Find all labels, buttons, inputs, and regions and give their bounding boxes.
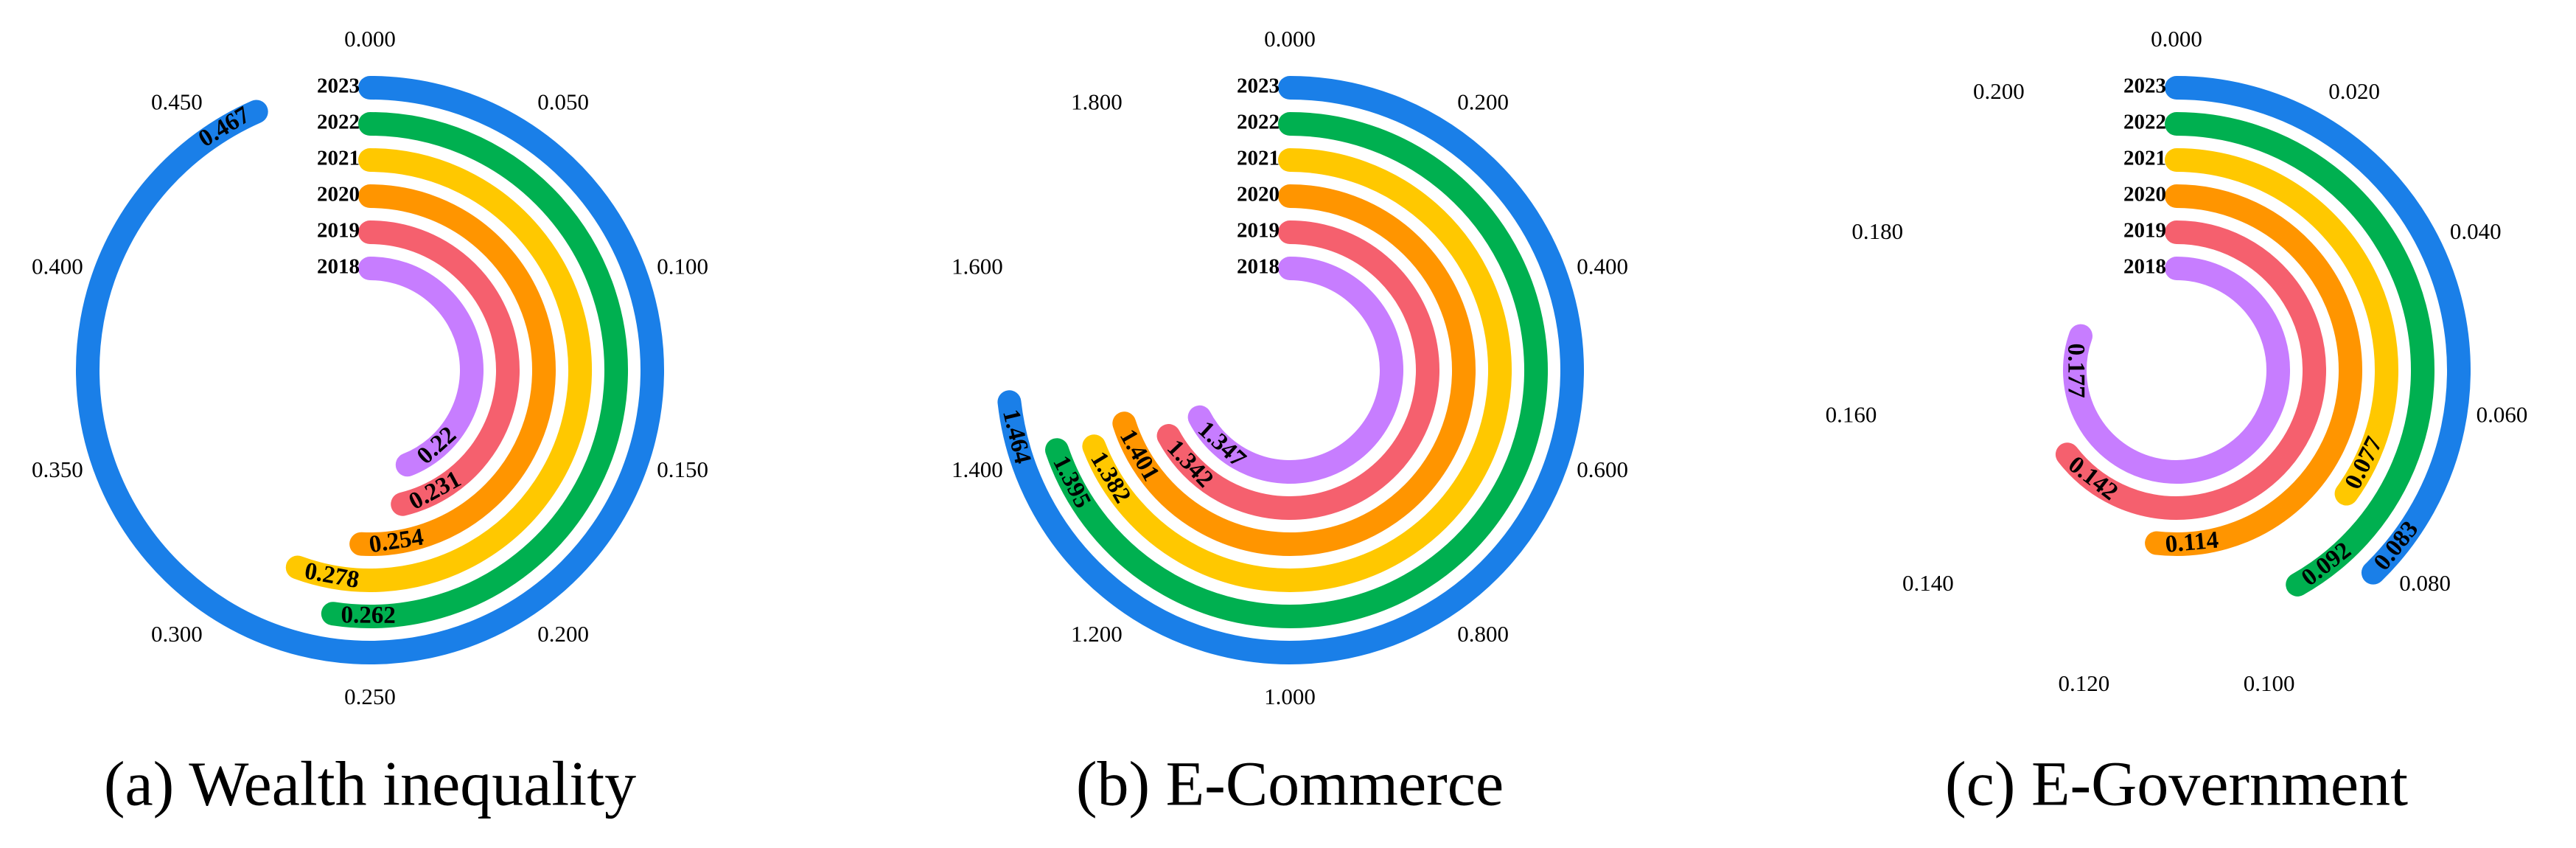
- angle-tick-label: 0.050: [537, 88, 589, 114]
- angle-tick-label: 0.000: [1264, 26, 1316, 52]
- angle-tick-label: 0.450: [151, 88, 203, 114]
- angle-tick-label: 0.100: [657, 253, 708, 279]
- angle-tick-label: 0.060: [2476, 402, 2528, 428]
- angle-tick-label: 0.140: [1902, 570, 1954, 596]
- year-label: 2021: [317, 147, 360, 170]
- year-label: 2018: [317, 255, 360, 279]
- value-label: 0.114: [2164, 526, 2219, 557]
- chart-caption: (a) Wealth inequality: [104, 748, 636, 819]
- year-label: 2021: [1237, 147, 1280, 170]
- angle-tick-label: 0.120: [2058, 670, 2109, 696]
- radial-bar: [2145, 184, 2362, 556]
- value-label: 0.278: [302, 557, 361, 594]
- radial-bar: [1156, 220, 1439, 520]
- year-label: 2020: [2123, 183, 2166, 206]
- angle-tick-label: 0.000: [2151, 26, 2202, 52]
- year-label: 2022: [1237, 111, 1280, 134]
- angle-tick-label: 0.180: [1851, 218, 1903, 244]
- angle-tick-label: 1.400: [952, 456, 1003, 482]
- radial-bar: [358, 257, 484, 477]
- radial-bar: [997, 76, 1584, 664]
- angle-tick-label: 0.200: [1457, 88, 1509, 114]
- value-label: 0.177: [2062, 343, 2089, 397]
- angle-tick-label: 0.080: [2399, 570, 2451, 596]
- angle-tick-label: 0.800: [1457, 621, 1509, 647]
- angle-tick-label: 0.300: [151, 621, 203, 647]
- angle-tick-label: 0.020: [2328, 78, 2380, 104]
- radial-bar: [2165, 76, 2471, 585]
- chart-caption: (b) E-Commerce: [1076, 748, 1504, 819]
- radial-bar: [358, 220, 520, 516]
- year-label: 2018: [1237, 255, 1280, 279]
- year-label: 2023: [317, 74, 360, 98]
- radial-bar: [1187, 257, 1403, 484]
- radial-bar: [2165, 148, 2398, 506]
- angle-tick-label: 1.800: [1071, 88, 1123, 114]
- value-label: 0.262: [341, 602, 396, 629]
- angle-tick-label: 0.200: [1973, 78, 2025, 104]
- radial-bar: [76, 76, 664, 664]
- angle-tick-label: 0.000: [344, 26, 396, 52]
- radial-bar: [2165, 112, 2434, 597]
- chart-caption: (c) E-Government: [1945, 748, 2408, 819]
- value-label: 0.467: [194, 102, 254, 153]
- radial-bar: [349, 184, 556, 556]
- radial-bar: [2055, 220, 2326, 520]
- year-label: 2023: [2123, 74, 2166, 98]
- year-label: 2020: [1237, 183, 1280, 206]
- angle-tick-label: 0.160: [1826, 402, 1877, 428]
- angle-tick-label: 1.600: [952, 253, 1003, 279]
- year-label: 2022: [317, 111, 360, 134]
- angle-tick-label: 1.000: [1264, 684, 1316, 709]
- angle-tick-label: 0.400: [1577, 253, 1628, 279]
- angle-tick-label: 0.600: [1577, 456, 1628, 482]
- angle-tick-label: 0.100: [2244, 670, 2295, 696]
- year-label: 2020: [317, 183, 360, 206]
- value-label: 1.464: [997, 407, 1036, 467]
- radial-bar: [321, 112, 628, 628]
- radial-bar: [285, 148, 592, 592]
- year-label: 2019: [1237, 219, 1280, 243]
- angle-tick-label: 0.250: [344, 684, 396, 709]
- year-label: 2019: [317, 219, 360, 243]
- angle-tick-label: 0.200: [537, 621, 589, 647]
- year-label: 2018: [2123, 255, 2166, 279]
- year-label: 2022: [2123, 111, 2166, 134]
- angle-tick-label: 0.400: [32, 253, 83, 279]
- radial-bar: [1082, 148, 1512, 592]
- angle-tick-label: 0.040: [2450, 218, 2502, 244]
- angle-tick-label: 1.200: [1071, 621, 1123, 647]
- angle-tick-label: 0.350: [32, 456, 83, 482]
- year-label: 2019: [2123, 219, 2166, 243]
- value-label: 0.254: [367, 524, 425, 558]
- year-label: 2023: [1237, 74, 1280, 98]
- radial-bar: [2063, 257, 2290, 484]
- year-label: 2021: [2123, 147, 2166, 170]
- radial-bar: [1045, 112, 1548, 628]
- radial-bar: [1112, 184, 1476, 556]
- angle-tick-label: 0.150: [657, 456, 708, 482]
